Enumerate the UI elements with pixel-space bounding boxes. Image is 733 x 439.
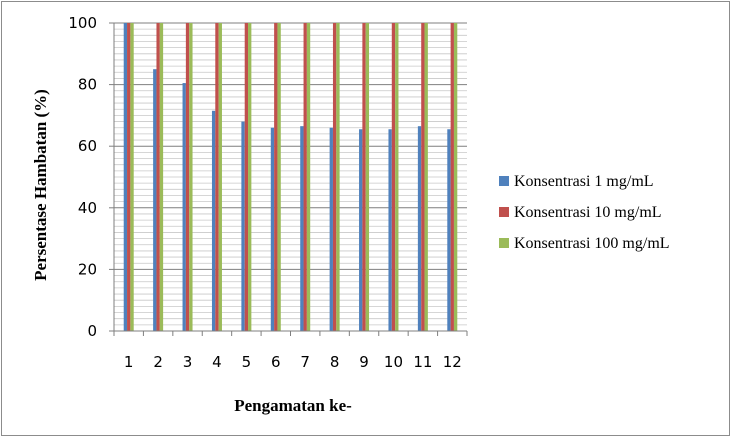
legend: Konsentrasi 1 mg/mL Konsentrasi 10 mg/mL K… (499, 173, 670, 252)
legend-label: Konsentrasi 10 mg/mL (514, 204, 662, 221)
bar-3-11 (424, 23, 428, 331)
bar-2-6 (274, 23, 278, 331)
x-tick-label: 3 (183, 353, 193, 371)
bar-2-1 (127, 23, 131, 331)
x-tick-label: 7 (300, 353, 310, 371)
x-tick-label: 5 (242, 353, 252, 371)
bar-2-10 (391, 23, 396, 331)
bar-2-9 (362, 23, 366, 331)
bar-2-8 (332, 23, 337, 331)
y-tick-label: 40 (78, 199, 97, 217)
x-tick-label: 6 (271, 353, 281, 371)
grid (114, 22, 467, 332)
bar-1-4 (211, 110, 216, 331)
bar-2-2 (156, 23, 160, 331)
bar-1-8 (329, 127, 333, 331)
x-tick-label: 2 (153, 353, 163, 371)
y-tick-label: 0 (87, 322, 97, 340)
y-tick-label: 80 (78, 76, 97, 94)
x-tick-label: 1 (124, 353, 134, 371)
bar-2-5 (244, 23, 249, 331)
y-tick-labels: 0 20 40 60 80 100 (68, 14, 97, 340)
legend-swatch (499, 207, 509, 217)
legend-swatch (499, 176, 509, 186)
x-tick-labels: 1 2 3 4 5 6 7 8 9 10 11 12 (124, 353, 462, 371)
bar-3-2 (159, 23, 164, 331)
y-tick-label: 60 (78, 137, 97, 155)
y-axis-title: Persentase Hambatan (%) (31, 89, 50, 281)
bar-2-7 (303, 23, 307, 331)
bar-1-6 (270, 127, 275, 331)
bar-2-3 (185, 23, 190, 331)
bar-3-7 (306, 23, 311, 331)
x-tick-label: 9 (359, 353, 369, 371)
y-tick-label: 20 (78, 260, 97, 278)
bar-1-5 (241, 121, 245, 331)
x-tick-label: 11 (413, 353, 432, 371)
bar-1-1 (123, 23, 128, 331)
x-tick-label: 12 (443, 353, 462, 371)
axes (109, 22, 468, 336)
bar-2-4 (215, 23, 219, 331)
x-tick-label: 8 (330, 353, 340, 371)
bar-3-12 (453, 23, 458, 331)
bar-1-2 (153, 69, 157, 331)
bar-1-12 (447, 129, 451, 331)
bar-1-3 (182, 83, 186, 331)
bar-1-10 (388, 129, 392, 331)
x-axis-title: Pengamatan ke- (234, 396, 352, 415)
bar-3-1 (130, 23, 134, 331)
bar-1-11 (417, 126, 422, 332)
bar-2-12 (450, 23, 454, 331)
bar-1-7 (300, 126, 304, 332)
y-tick-label: 100 (68, 14, 97, 32)
bar-3-3 (189, 23, 193, 331)
bar-3-4 (218, 23, 222, 331)
bar-3-6 (277, 23, 281, 331)
legend-label: Konsentrasi 100 mg/mL (514, 235, 670, 252)
x-tick-label: 4 (212, 353, 222, 371)
x-tick-label: 10 (384, 353, 403, 371)
bar-3-10 (395, 23, 399, 331)
bar-3-8 (336, 23, 340, 331)
legend-label: Konsentrasi 1 mg/mL (514, 173, 654, 190)
bar-3-5 (248, 23, 252, 331)
bars (123, 23, 458, 332)
bar-3-9 (365, 23, 370, 331)
bar-1-9 (359, 129, 363, 331)
legend-swatch (499, 238, 509, 248)
bar-2-11 (421, 23, 425, 331)
